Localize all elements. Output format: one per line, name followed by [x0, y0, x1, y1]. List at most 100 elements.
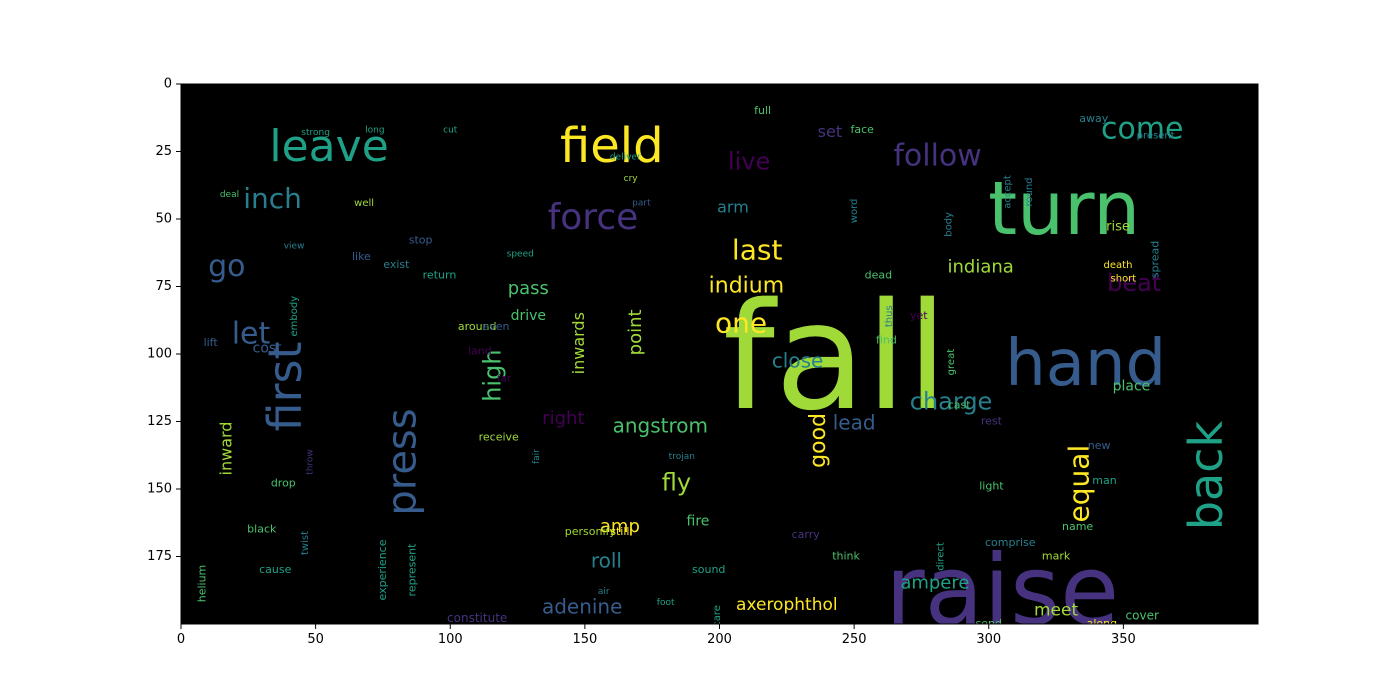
y-tick-label: 100	[147, 347, 172, 362]
word-air: air	[598, 587, 610, 597]
word-like: like	[352, 250, 371, 263]
word-care: care	[712, 605, 723, 627]
word-death: death	[1104, 260, 1133, 271]
word-thus: thus	[884, 305, 895, 327]
word-close: close	[772, 349, 824, 373]
word-raise: raise	[885, 534, 1119, 646]
word-inwards: inwards	[569, 312, 588, 374]
word-receive: receive	[479, 431, 519, 444]
word-light: light	[979, 479, 1004, 492]
word-amp: amp	[600, 516, 640, 537]
word-mark: mark	[1042, 550, 1071, 563]
word-axerophthol: axerophthol	[736, 595, 838, 615]
word-high: high	[478, 349, 506, 401]
word-black: black	[247, 523, 277, 536]
word-twist: twist	[300, 531, 311, 555]
word-speed: speed	[507, 250, 534, 260]
y-tick-label: 175	[147, 549, 172, 564]
words-layer: fall raise turn hand field leave first back pres…	[196, 104, 1233, 646]
y-tick-label: 150	[147, 482, 172, 497]
word-return: return	[423, 269, 457, 282]
word-sound: sound	[692, 563, 725, 576]
x-tick-label: 100	[438, 632, 463, 647]
word-away: away	[1079, 112, 1108, 125]
word-around: around	[458, 320, 497, 333]
word-strong: strong	[301, 128, 330, 138]
word-drop: drop	[271, 477, 296, 490]
word-comprise: comprise	[985, 536, 1036, 549]
word-place: place	[1113, 378, 1151, 394]
word-right: right	[542, 408, 584, 429]
y-tick-label: 25	[155, 144, 172, 159]
word-leave: leave	[269, 121, 388, 172]
word-full: full	[754, 104, 771, 117]
word-back: back	[1179, 420, 1233, 530]
word-great: great	[946, 349, 957, 376]
word-constitute: constitute	[447, 611, 507, 625]
x-axis: 0 50 100 150 200 250 300 350	[177, 624, 1136, 647]
word-think: think	[832, 550, 860, 563]
word-rise: rise	[1106, 220, 1130, 235]
word-land: land	[468, 344, 492, 357]
word-view: view	[284, 242, 305, 252]
word-man: man	[1092, 474, 1116, 487]
word-part: part	[632, 198, 651, 208]
word-embody: embody	[289, 296, 300, 337]
word-stop: stop	[409, 234, 433, 247]
y-tick-label: 125	[147, 414, 172, 429]
word-fall: fall	[723, 271, 948, 443]
word-fire: fire	[687, 513, 710, 529]
word-cause: cause	[259, 563, 291, 576]
word-exist: exist	[383, 258, 410, 271]
word-angstrom: angstrom	[613, 413, 708, 437]
x-tick-label: 350	[1111, 632, 1136, 647]
word-personify: personify	[565, 525, 616, 538]
word-adenine: adenine	[542, 594, 622, 618]
word-far: far	[497, 373, 512, 384]
word-indiana: indiana	[948, 257, 1014, 278]
word-face: face	[850, 123, 874, 136]
word-go: go	[208, 249, 245, 284]
word-point: point	[625, 309, 646, 355]
word-even: even	[483, 320, 510, 333]
word-trojan: trojan	[669, 452, 695, 462]
word-ampere: ampere	[900, 573, 969, 594]
word-field: field	[560, 118, 664, 174]
word-inch: inch	[243, 182, 302, 215]
word-pass: pass	[508, 278, 549, 299]
word-hand: hand	[1005, 327, 1166, 401]
word-dead: dead	[865, 269, 892, 282]
word-first: first	[258, 341, 312, 431]
word-charge: charge	[910, 388, 993, 416]
word-follow: follow	[893, 138, 981, 173]
word-last: last	[732, 233, 783, 266]
word-send: send	[976, 617, 1002, 630]
x-tick-label: 300	[976, 632, 1001, 647]
word-press: press	[379, 408, 425, 515]
word-roll: roll	[591, 548, 622, 572]
y-tick-label: 50	[155, 212, 172, 227]
word-name: name	[1062, 520, 1093, 533]
y-tick-label: 0	[164, 77, 172, 92]
word-experience: experience	[376, 539, 389, 600]
x-tick-label: 250	[842, 632, 867, 647]
word-arm: arm	[717, 198, 749, 217]
word-cast: cast	[948, 398, 972, 411]
word-drive: drive	[511, 308, 546, 324]
word-cover: cover	[1126, 608, 1159, 622]
word-throw: throw	[306, 449, 316, 475]
word-rest: rest	[981, 415, 1003, 428]
word-still: still	[610, 525, 629, 538]
word-live: live	[728, 147, 770, 175]
y-tick-label: 75	[155, 279, 172, 294]
y-axis: 0 25 50 75 100 125 150 175	[147, 77, 181, 564]
word-cry: cry	[624, 174, 639, 184]
word-one: one	[715, 306, 767, 339]
word-spread: spread	[1149, 241, 1162, 279]
x-tick-label: 50	[307, 632, 324, 647]
word-come: come	[1101, 111, 1184, 146]
word-helium: helium	[196, 565, 209, 603]
word-long: long	[365, 125, 384, 135]
word-yet: yet	[910, 309, 928, 322]
